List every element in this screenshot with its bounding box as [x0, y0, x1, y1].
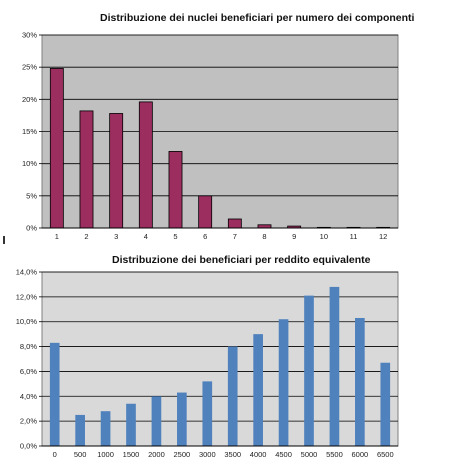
chart-0-xtick-label: 5	[173, 232, 177, 241]
chart-1-bar	[202, 381, 213, 446]
chart-1-bar	[355, 317, 365, 446]
chart-0-xtick-label: 6	[203, 232, 207, 241]
chart-0-ytick-label: 5%	[26, 191, 37, 200]
chart-1-ytick-label: 12,0%	[16, 292, 38, 301]
chart-1-ytick-label: 4,0%	[20, 392, 37, 401]
chart-0-ytick-label: 0%	[26, 224, 37, 233]
chart-1-xtick-label: 0	[53, 450, 57, 459]
chart-1-ytick-label: 14,0%	[16, 268, 38, 277]
chart-1-bar	[177, 392, 187, 446]
chart-1-xtick-label: 4000	[250, 450, 267, 459]
chart-0-xtick-label: 7	[233, 232, 237, 241]
chart-1-bar	[304, 295, 314, 446]
chart-1-bar	[329, 286, 340, 446]
chart-0-xtick-label: 10	[320, 232, 328, 241]
chart-1-bar	[151, 396, 162, 446]
chart-0-xtick-label: 4	[144, 232, 148, 241]
separator-mark	[3, 236, 5, 244]
chart-0-xtick-label: 3	[114, 232, 118, 241]
chart-1-xtick-label: 4500	[275, 450, 292, 459]
chart-1-ytick-label: 2,0%	[20, 417, 37, 426]
chart-1-xtick-label: 6500	[377, 450, 394, 459]
chart-1-plot-area	[41, 271, 399, 447]
chart-1-bar	[100, 411, 111, 446]
chart-1-xtick-label: 1000	[97, 450, 114, 459]
chart-2-title: Distribuzione dei beneficiari per reddit…	[112, 254, 371, 266]
chart-0-ytick-label: 15%	[22, 127, 37, 136]
chart-0-xtick-label: 2	[84, 232, 88, 241]
chart-1-bar	[380, 362, 391, 446]
chart-1-xtick-label: 500	[74, 450, 87, 459]
chart-1-xtick-label: 3500	[224, 450, 241, 459]
chart-0-ytick-label: 10%	[22, 159, 37, 168]
chart-1-xtick-label: 5500	[326, 450, 343, 459]
chart-0-xtick-label: 12	[379, 232, 387, 241]
chart-1-xtick-label: 2000	[148, 450, 165, 459]
chart-1-title: Distribuzione dei nuclei beneficiari per…	[100, 12, 415, 24]
chart-0-xtick-label: 8	[262, 232, 266, 241]
chart-1-svg: 0%5%10%15%20%25%30%1 2 3 4 5 6 7 8 9 10 11 12	[22, 31, 399, 241]
chart-1-xtick-label: 1500	[123, 450, 140, 459]
chart-1-ytick-label: 6,0%	[20, 367, 37, 376]
chart-1-xtick-label: 6000	[352, 450, 369, 459]
chart-1-bar	[253, 334, 263, 446]
chart-1-xtick-label: 2500	[174, 450, 191, 459]
chart-1-bar	[278, 319, 289, 446]
chart-0-ytick-label: 30%	[22, 31, 37, 40]
chart-1-bar	[49, 342, 60, 446]
chart-0-xtick-label: 11	[350, 232, 358, 241]
chart-1-bar	[75, 414, 85, 446]
chart-0-xtick-label: 1	[55, 232, 59, 241]
chart-1-xtick-label: 5000	[301, 450, 318, 459]
chart-1-bar	[227, 346, 238, 446]
chart-1-ytick-label: 8,0%	[20, 342, 37, 351]
chart-1-ytick-label: 0,0%	[20, 442, 37, 451]
chart-1-ytick-label: 10,0%	[16, 317, 38, 326]
chart-0-ytick-label: 25%	[22, 63, 37, 72]
chart-0-ytick-label: 20%	[22, 95, 37, 104]
chart-1-bar	[126, 403, 136, 446]
chart-0-xtick-label: 9	[292, 232, 296, 241]
chart-1-xtick-label: 3000	[199, 450, 216, 459]
